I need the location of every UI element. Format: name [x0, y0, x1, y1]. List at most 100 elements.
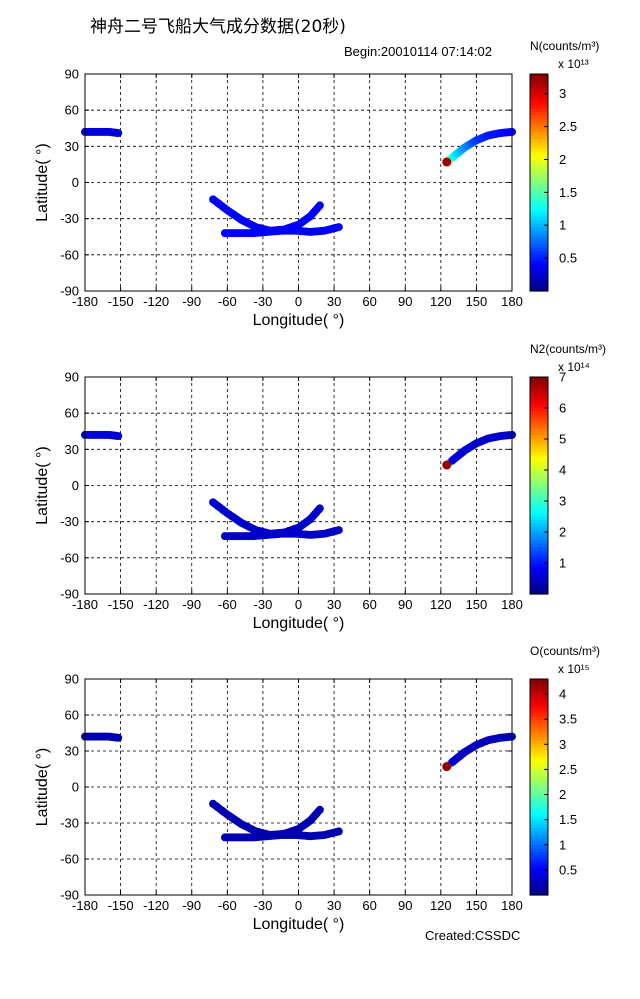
colorbar-segment [530, 709, 548, 714]
colorbar-segment [530, 807, 548, 812]
colorbar-segment [530, 716, 548, 721]
x-tick-label: -60 [218, 294, 237, 309]
colorbar-segment [530, 377, 548, 381]
y-axis-label: Latitude( °) [34, 748, 51, 826]
colorbar-segment [530, 243, 548, 248]
x-axis-label: Longitude( °) [253, 312, 345, 329]
colorbar-segment [530, 746, 548, 751]
data-point [442, 460, 452, 470]
colorbar-segment [530, 566, 548, 571]
x-tick-label: 180 [501, 898, 523, 913]
data-point [114, 733, 123, 742]
y-tick-label: 0 [72, 780, 79, 795]
colorbar-segment [530, 451, 548, 456]
colorbar-segment [530, 560, 548, 565]
colorbar-segment [530, 461, 548, 466]
x-tick-label: 120 [430, 898, 452, 913]
x-tick-label: 180 [501, 294, 523, 309]
colorbar-segment [530, 864, 548, 869]
colorbar-tick-label: 2.5 [559, 762, 577, 777]
colorbar-segment [530, 253, 548, 258]
colorbar-segment [530, 773, 548, 778]
colorbar-segment [530, 830, 548, 835]
y-tick-label: 60 [65, 103, 79, 118]
colorbar-segment [530, 213, 548, 218]
colorbar-segment [530, 145, 548, 150]
x-tick-label: -180 [72, 898, 98, 913]
colorbar-segment [530, 155, 548, 160]
colorbar-segment [530, 168, 548, 173]
colorbar-segment [530, 158, 548, 163]
colorbar-exponent: x 10¹⁴ [558, 360, 590, 374]
y-tick-label: 30 [65, 139, 79, 154]
colorbar-segment [530, 749, 548, 754]
colorbar-segment [530, 270, 548, 275]
colorbar-segment [530, 783, 548, 788]
colorbar-segment [530, 236, 548, 241]
colorbar-segment [530, 226, 548, 231]
colorbar-segment [530, 94, 548, 99]
colorbar-segment [530, 844, 548, 849]
x-axis-label: Longitude( °) [253, 916, 345, 933]
x-tick-label: 0 [295, 597, 302, 612]
colorbar-segment [530, 851, 548, 856]
y-tick-label: -60 [60, 550, 79, 565]
colorbar-segment [530, 434, 548, 439]
colorbar-segment [530, 400, 548, 405]
colorbar-segment [530, 884, 548, 889]
y-tick-label: 60 [65, 406, 79, 421]
colorbar-segment [530, 393, 548, 398]
x-tick-label: 30 [327, 597, 341, 612]
colorbar-segment [530, 543, 548, 548]
colorbar-segment [530, 246, 548, 251]
colorbar-segment [530, 722, 548, 727]
y-tick-label: 30 [65, 744, 79, 759]
colorbar-segment [530, 219, 548, 224]
x-tick-label: 60 [362, 294, 376, 309]
colorbar-segment [530, 196, 548, 201]
x-tick-label: 90 [398, 597, 412, 612]
x-tick-label: 120 [430, 294, 452, 309]
x-tick-label: 0 [295, 294, 302, 309]
colorbar-segment [530, 679, 548, 683]
colorbar-segment [530, 878, 548, 883]
colorbar-segment [530, 485, 548, 490]
x-tick-label: -90 [182, 898, 201, 913]
colorbar-segment [530, 529, 548, 534]
colorbar-segment [530, 390, 548, 395]
data-point [442, 157, 452, 167]
colorbar-segment [530, 556, 548, 561]
colorbar-segment [530, 682, 548, 687]
begin-timestamp: Begin:20010114 07:14:02 [344, 44, 492, 59]
x-tick-label: -30 [254, 597, 273, 612]
colorbar-segment [530, 702, 548, 707]
y-tick-label: -60 [60, 247, 79, 262]
x-tick-label: -60 [218, 597, 237, 612]
colorbar-segment [530, 539, 548, 544]
colorbar-segment [530, 770, 548, 775]
colorbar-segment [530, 111, 548, 116]
data-point [315, 504, 324, 513]
colorbar-segment [530, 124, 548, 129]
colorbar-segment [530, 414, 548, 419]
data-point [114, 432, 123, 441]
colorbar-segment [530, 441, 548, 446]
colorbar-segment [530, 216, 548, 221]
y-tick-label: 90 [65, 370, 79, 385]
colorbar-segment [530, 141, 548, 146]
colorbar-segment [530, 776, 548, 781]
colorbar-segment [530, 509, 548, 514]
colorbar-segment [530, 427, 548, 432]
data-point [334, 526, 343, 535]
colorbar-segment [530, 874, 548, 879]
x-tick-label: 60 [362, 597, 376, 612]
colorbar-tick-label: 4 [559, 463, 566, 478]
colorbar-segment [530, 712, 548, 717]
colorbar-segment [530, 587, 548, 592]
y-tick-label: -30 [60, 211, 79, 226]
colorbar-segment [530, 820, 548, 825]
x-tick-label: 30 [327, 294, 341, 309]
colorbar-tick-label: 3 [559, 494, 566, 509]
colorbar-segment [530, 519, 548, 524]
